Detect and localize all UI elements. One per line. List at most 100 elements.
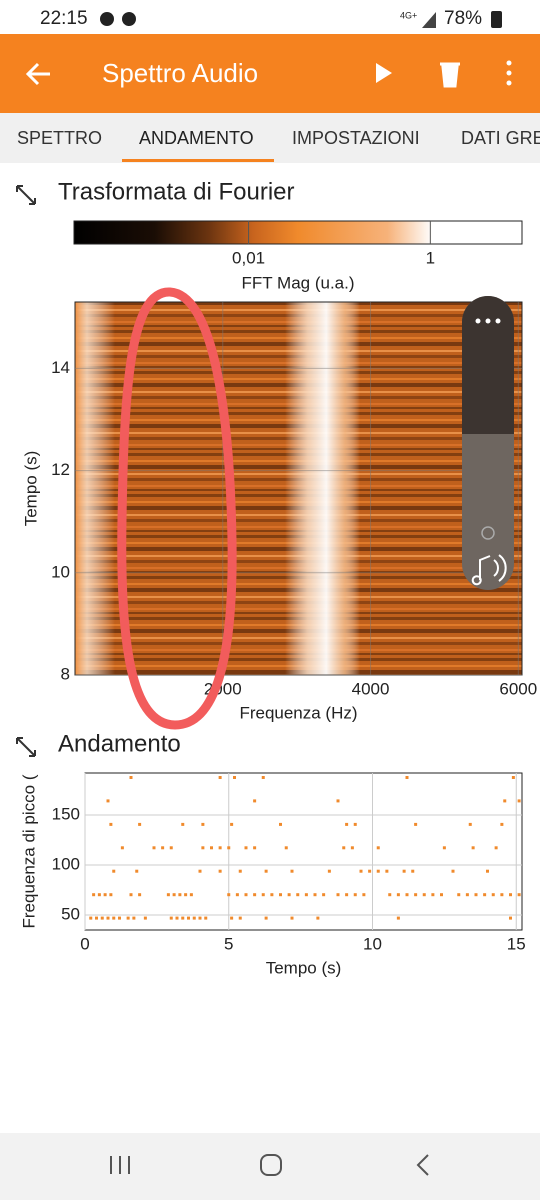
nav-back-button[interactable]: [416, 1154, 429, 1176]
data-point: [279, 893, 282, 897]
home-button[interactable]: [260, 1154, 282, 1176]
delete-button[interactable]: [440, 62, 460, 88]
data-point: [500, 893, 504, 897]
data-point: [138, 822, 142, 826]
data-point: [396, 916, 400, 920]
data-point: [284, 846, 288, 850]
expand-icon[interactable]: [16, 185, 36, 205]
data-point: [238, 869, 242, 873]
x-tick-label: 15: [507, 934, 526, 953]
data-point: [336, 893, 340, 897]
data-point: [138, 893, 142, 897]
data-point: [353, 822, 357, 826]
spectrogram: [74, 301, 523, 676]
data-point: [129, 893, 133, 897]
data-point: [494, 846, 498, 850]
data-point: [405, 893, 409, 897]
data-point: [175, 916, 179, 920]
x-tick-label: 0: [80, 934, 89, 953]
data-point: [169, 846, 173, 850]
data-point: [184, 893, 188, 897]
data-point: [376, 846, 380, 850]
data-point: [210, 846, 213, 850]
hand-drawn-circle: [117, 287, 237, 730]
data-point: [261, 893, 265, 897]
x-tick-label: 10: [363, 934, 382, 953]
data-point: [112, 869, 116, 873]
data-point: [442, 846, 446, 850]
data-point: [181, 822, 185, 826]
data-point: [103, 893, 107, 897]
data-point: [152, 846, 156, 850]
data-point: [322, 893, 326, 897]
data-point: [178, 893, 182, 897]
data-point: [517, 893, 521, 897]
data-point: [97, 893, 101, 897]
signal-icon: [422, 12, 436, 28]
data-point: [118, 916, 121, 920]
data-point: [106, 916, 110, 920]
data-point: [129, 776, 133, 779]
x-tick-label: 5: [224, 934, 233, 953]
data-point: [503, 799, 507, 803]
data-point: [296, 893, 300, 897]
data-point: [230, 822, 234, 826]
data-point: [345, 893, 349, 897]
tab[interactable]: DATI GRE: [461, 128, 540, 148]
tab[interactable]: IMPOSTAZIONI: [292, 128, 420, 148]
data-point: [465, 893, 469, 897]
data-point: [230, 916, 234, 920]
data-point: [376, 869, 380, 873]
y-tick-label: 14: [51, 358, 70, 377]
colorbar-tick-label: 0,01: [232, 248, 265, 267]
data-point: [290, 869, 294, 873]
data-point: [166, 893, 170, 897]
battery-label: 78%: [444, 8, 482, 29]
volume-panel[interactable]: [462, 296, 514, 590]
back-button[interactable]: [25, 62, 50, 86]
data-point: [414, 822, 418, 826]
data-point: [89, 916, 93, 920]
data-point: [336, 799, 340, 803]
data-point: [253, 846, 257, 850]
data-point: [143, 916, 147, 920]
data-point: [253, 799, 257, 803]
data-point: [238, 916, 242, 920]
menu-button[interactable]: [506, 60, 512, 86]
data-point: [253, 893, 257, 897]
data-point: [388, 893, 392, 897]
tab[interactable]: ANDAMENTO: [139, 128, 254, 148]
data-point: [422, 893, 426, 897]
colorbar: [73, 220, 523, 245]
data-point: [491, 893, 495, 897]
play-button[interactable]: [376, 63, 392, 83]
app-title: Spettro Audio: [102, 58, 258, 88]
expand-icon[interactable]: [16, 737, 36, 757]
recents-button[interactable]: [110, 1156, 130, 1174]
data-point: [396, 893, 400, 897]
y-tick-label: 10: [51, 562, 70, 581]
data-point: [345, 822, 349, 826]
data-point: [181, 916, 185, 920]
data-point: [290, 916, 294, 920]
data-point: [264, 869, 268, 873]
data-point: [187, 916, 190, 920]
data-point: [353, 893, 357, 897]
clock: 22:15: [40, 8, 88, 29]
data-point: [500, 822, 504, 826]
y-tick-label: 12: [51, 460, 70, 479]
data-point: [457, 893, 461, 897]
data-point: [227, 893, 231, 897]
data-point: [402, 869, 406, 873]
data-point: [316, 916, 320, 920]
tab[interactable]: SPETTRO: [17, 128, 102, 148]
data-point: [483, 893, 487, 897]
data-point: [486, 869, 489, 873]
tab-bar: [0, 113, 540, 163]
data-point: [327, 869, 331, 873]
section-title: Trasformata di Fourier: [58, 178, 295, 205]
data-point: [342, 846, 346, 850]
data-point: [169, 916, 173, 920]
data-point: [135, 869, 139, 873]
